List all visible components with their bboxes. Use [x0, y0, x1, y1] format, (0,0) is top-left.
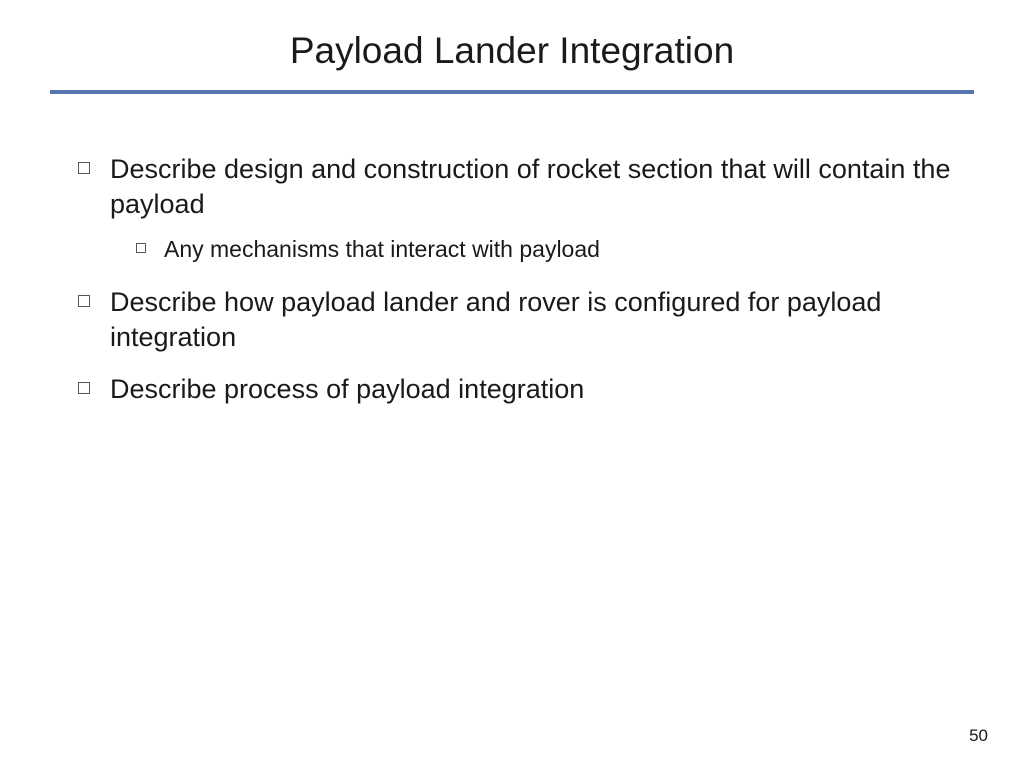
bullet-item: Describe how payload lander and rover is…	[78, 285, 964, 354]
square-bullet-icon	[78, 382, 90, 394]
slide-title: Payload Lander Integration	[50, 30, 974, 72]
sub-bullet-text: Any mechanisms that interact with payloa…	[164, 235, 600, 265]
bullet-item: Describe process of payload integration	[78, 372, 964, 407]
bullet-item: Describe design and construction of rock…	[78, 152, 964, 221]
slide-content: Describe design and construction of rock…	[50, 152, 974, 407]
title-divider	[50, 90, 974, 94]
page-number: 50	[969, 726, 988, 746]
bullet-text: Describe process of payload integration	[110, 372, 584, 407]
sub-bullet-item: Any mechanisms that interact with payloa…	[136, 235, 964, 265]
square-bullet-icon	[78, 162, 90, 174]
square-bullet-icon	[136, 243, 146, 253]
bullet-text: Describe how payload lander and rover is…	[110, 285, 964, 354]
square-bullet-icon	[78, 295, 90, 307]
slide: Payload Lander Integration Describe desi…	[0, 0, 1024, 768]
bullet-text: Describe design and construction of rock…	[110, 152, 964, 221]
